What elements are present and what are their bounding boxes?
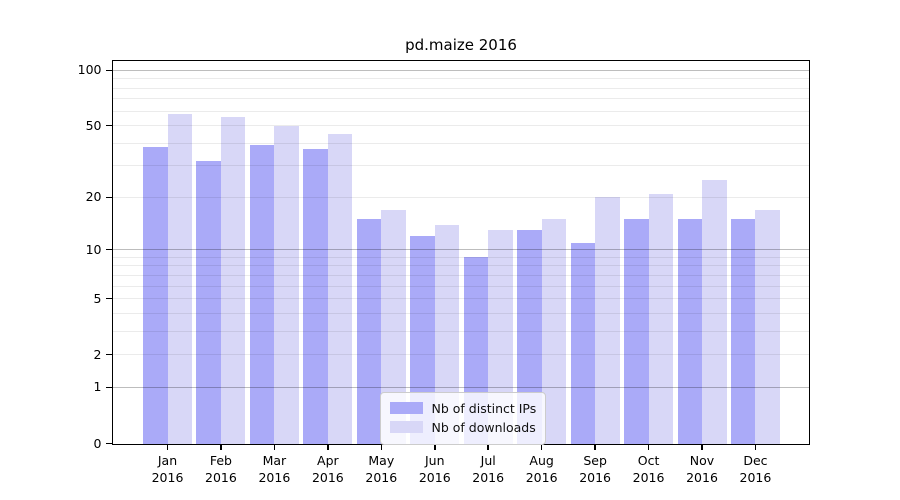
gridline-3	[112, 330, 809, 332]
gridline-8	[112, 265, 809, 267]
x-tick-label-apr: Apr 2016	[311, 452, 344, 485]
x-tick-label-aug: Aug 2016	[525, 452, 558, 485]
y-tick-100	[105, 69, 113, 72]
legend-swatch-distinct-ips	[389, 402, 423, 414]
x-tick-nov	[701, 443, 703, 450]
gridline-100	[112, 69, 809, 71]
y-tick-label-5: 5	[93, 290, 102, 306]
bar-oct-downloads	[648, 193, 674, 444]
x-tick-label-feb: Feb 2016	[205, 452, 237, 485]
bar-dec-downloads	[755, 209, 780, 444]
legend-row-distinct-ips: Nb of distinct IPs	[389, 399, 537, 418]
x-tick-mar	[273, 443, 276, 450]
gridline-40	[112, 142, 809, 144]
x-tick-jan	[166, 443, 169, 450]
x-tick-label-sep: Sep 2016	[579, 452, 611, 485]
bar-oct-distinct-ips	[624, 219, 649, 444]
bar-apr-distinct-ips	[303, 149, 328, 444]
bar-mar-distinct-ips	[249, 145, 275, 444]
bar-sep-downloads	[595, 197, 620, 444]
bar-jan-distinct-ips	[143, 147, 168, 444]
x-tick-label-jun: Jun 2016	[418, 452, 451, 485]
gridline-9	[112, 256, 809, 258]
y-tick-1	[105, 386, 113, 389]
gridline-80	[112, 87, 809, 89]
bar-feb-downloads	[220, 116, 246, 444]
gridline-70	[112, 98, 809, 100]
plot-area: Nb of distinct IPs Nb of downloads 100 50…	[78, 59, 810, 485]
legend-label-distinct-ips: Nb of distinct IPs	[431, 400, 537, 416]
bar-nov-downloads	[702, 180, 727, 444]
bar-may-distinct-ips	[356, 219, 382, 444]
y-tick-label-100: 100	[77, 62, 102, 78]
gridline-20	[112, 196, 809, 198]
gridline-30	[112, 165, 809, 167]
gridline-4	[112, 312, 809, 314]
x-tick-dec	[754, 443, 757, 450]
x-tick-sep	[594, 443, 596, 450]
legend-row-downloads: Nb of downloads	[389, 418, 536, 437]
x-tick-aug	[540, 443, 543, 450]
x-tick-label-jan: Jan 2016	[151, 452, 184, 485]
gridline-1	[112, 386, 809, 388]
legend: Nb of distinct IPs Nb of downloads	[379, 391, 546, 445]
x-tick-jun	[434, 443, 436, 450]
bar-feb-distinct-ips	[196, 160, 221, 444]
x-tick-feb	[220, 443, 222, 450]
bar-nov-distinct-ips	[677, 219, 702, 444]
x-tick-may	[380, 443, 383, 450]
x-tick-oct	[647, 443, 650, 450]
bar-aug-downloads	[541, 219, 567, 444]
gridline-10	[112, 249, 809, 251]
bar-dec-distinct-ips	[730, 219, 756, 444]
gridline-60	[112, 110, 809, 112]
legend-swatch-downloads	[389, 421, 423, 433]
bar-jan-downloads	[167, 113, 192, 444]
bar-sep-distinct-ips	[570, 242, 596, 444]
y-tick-label-50: 50	[85, 117, 102, 133]
y-tick-label-0: 0	[93, 435, 102, 451]
gridline-6	[112, 285, 809, 287]
gridline-7	[112, 274, 809, 276]
y-tick-label-2: 2	[93, 346, 102, 362]
y-tick-label-20: 20	[85, 189, 102, 205]
legend-label-downloads: Nb of downloads	[431, 419, 536, 435]
chart-title: pd.maize 2016	[405, 36, 517, 54]
x-tick-apr	[327, 443, 329, 450]
x-tick-label-jul: Jul 2016	[472, 452, 505, 485]
x-tick-label-mar: Mar 2016	[258, 452, 291, 485]
gridline-2	[112, 354, 809, 356]
gridline-90	[112, 78, 809, 80]
x-tick-label-dec: Dec 2016	[739, 452, 772, 485]
y-tick-label-1: 1	[93, 379, 102, 395]
x-tick-label-may: May 2016	[365, 452, 398, 485]
grid-layer	[112, 61, 809, 444]
x-tick-jul	[487, 443, 489, 450]
gridline-5	[112, 298, 809, 300]
gridline-50	[112, 125, 809, 127]
y-tick-10	[105, 248, 113, 251]
y-tick-5	[105, 297, 113, 300]
y-tick-20	[105, 196, 113, 199]
x-tick-label-oct: Oct 2016	[632, 452, 665, 485]
x-tick-label-nov: Nov 2016	[686, 452, 718, 485]
bar-apr-downloads	[327, 133, 353, 444]
y-tick-0	[105, 442, 113, 445]
y-tick-2	[105, 353, 113, 356]
bar-mar-downloads	[274, 125, 299, 444]
y-tick-50	[105, 124, 113, 127]
y-tick-label-10: 10	[85, 241, 102, 257]
